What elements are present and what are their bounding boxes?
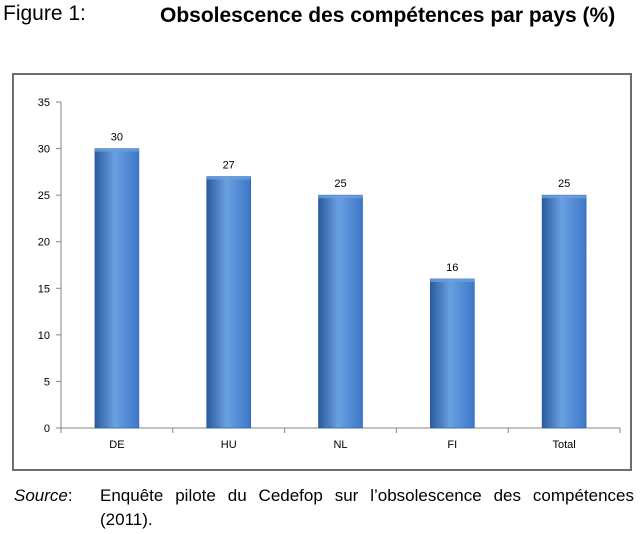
bar-cap-total (542, 195, 587, 199)
y-tick-label: 0 (44, 423, 50, 435)
bar-fi (429, 278, 475, 429)
category-label-de: DE (109, 439, 124, 451)
source-colon: : (67, 486, 73, 505)
bar-cap-de (94, 148, 139, 152)
data-label-nl: 25 (334, 178, 346, 190)
data-label-hu: 27 (223, 160, 235, 172)
source-label: Source (14, 486, 68, 505)
bar-nl (318, 194, 363, 429)
bar-cap-nl (318, 195, 363, 199)
category-label-total: Total (552, 439, 575, 451)
figure-label: Figure 1: (3, 2, 86, 25)
data-label-total: 25 (558, 178, 570, 190)
y-tick-label: 20 (38, 237, 50, 249)
data-label-fi: 16 (446, 262, 458, 274)
category-label-hu: HU (221, 439, 237, 451)
y-tick-label: 35 (38, 97, 50, 109)
bar-hu (206, 176, 251, 429)
category-label-nl: NL (333, 439, 347, 451)
data-label-de: 30 (111, 132, 123, 144)
y-tick-label: 15 (38, 283, 50, 295)
bar-cap-fi (430, 278, 475, 282)
source-text: Enquête pilote du Cedefop sur l’obsolesc… (100, 486, 634, 529)
figure-title: Obsolescence des compétences par pays (%… (160, 4, 616, 27)
y-tick-label: 5 (44, 376, 50, 388)
y-tick-label: 25 (38, 190, 50, 202)
y-tick-label: 30 (38, 144, 50, 156)
bar-total (541, 194, 587, 429)
category-label-fi: FI (447, 439, 457, 451)
bar-cap-hu (206, 176, 251, 180)
bar-chart: 0 5 10 15 20 25 30 35 30 DE 27 HU 25 NL 16 FI 25 Total (38, 97, 621, 451)
bar-de (94, 148, 140, 429)
chart-frame: 0 5 10 15 20 25 30 35 30 DE 27 HU 25 NL 16 FI 25 Total (12, 73, 632, 471)
y-tick-label: 10 (38, 330, 50, 342)
